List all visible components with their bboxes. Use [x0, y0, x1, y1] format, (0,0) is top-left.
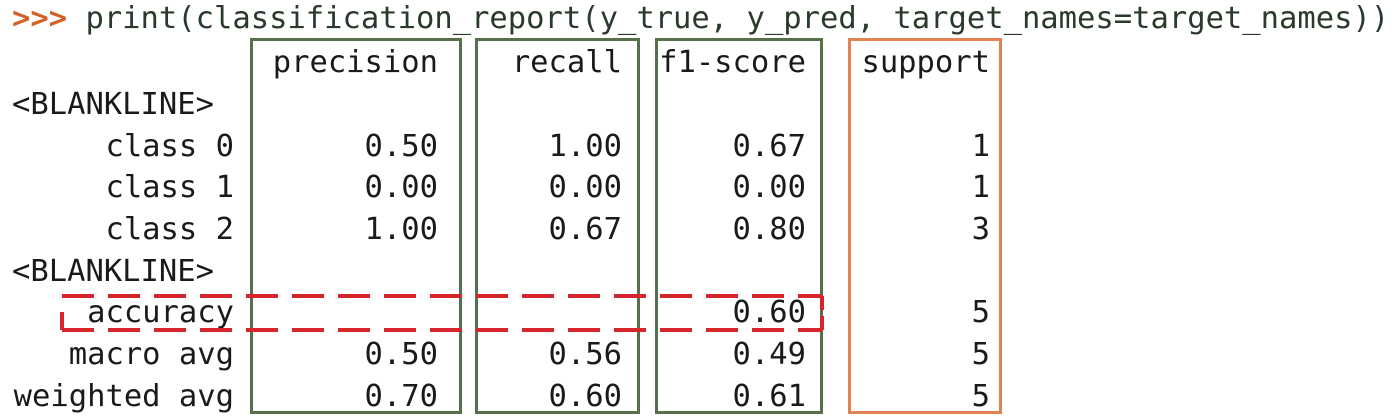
blankline-marker: <BLANKLINE>	[12, 254, 214, 289]
precision-value: 0.50	[364, 337, 438, 372]
support-value: 3	[971, 212, 990, 247]
recall-value: 0.67	[548, 212, 622, 247]
header-support: support	[861, 45, 990, 80]
f1-score-column-box	[655, 38, 823, 414]
f1-value: 0.61	[732, 379, 806, 414]
recall-column-box	[475, 38, 640, 414]
support-value: 1	[971, 170, 990, 205]
f1-value: 0.60	[732, 295, 806, 330]
row-label: macro avg	[68, 337, 234, 372]
recall-value: 0.60	[548, 379, 622, 414]
support-value: 5	[971, 379, 990, 414]
row-label: accuracy	[87, 295, 234, 330]
precision-value: 0.50	[364, 129, 438, 164]
precision-value: 0.70	[364, 379, 438, 414]
precision-value: 0.00	[364, 170, 438, 205]
row-label: class 0	[105, 129, 234, 164]
recall-value: 0.56	[548, 337, 622, 372]
precision-value: 1.00	[364, 212, 438, 247]
f1-value: 0.80	[732, 212, 806, 247]
recall-value: 1.00	[548, 129, 622, 164]
support-value: 5	[971, 337, 990, 372]
command-line: >>> print(classification_report(y_true, …	[12, 0, 1389, 38]
header-recall: recall	[511, 45, 622, 80]
header-precision: precision	[272, 45, 438, 80]
command-text: print(classification_report(y_true, y_pr…	[67, 1, 1390, 36]
precision-column-box	[250, 38, 462, 414]
row-label: class 2	[105, 212, 234, 247]
blankline-marker: <BLANKLINE>	[12, 87, 214, 122]
python-prompt: >>>	[12, 1, 68, 36]
row-label: weighted avg	[13, 379, 234, 414]
recall-value: 0.00	[548, 170, 622, 205]
row-label: class 1	[105, 170, 234, 205]
f1-value: 0.49	[732, 337, 806, 372]
f1-value: 0.67	[732, 129, 806, 164]
support-column-box	[848, 38, 1002, 414]
f1-value: 0.00	[732, 170, 806, 205]
header-f1-score: f1-score	[659, 45, 806, 80]
support-value: 1	[971, 129, 990, 164]
support-value: 5	[971, 295, 990, 330]
